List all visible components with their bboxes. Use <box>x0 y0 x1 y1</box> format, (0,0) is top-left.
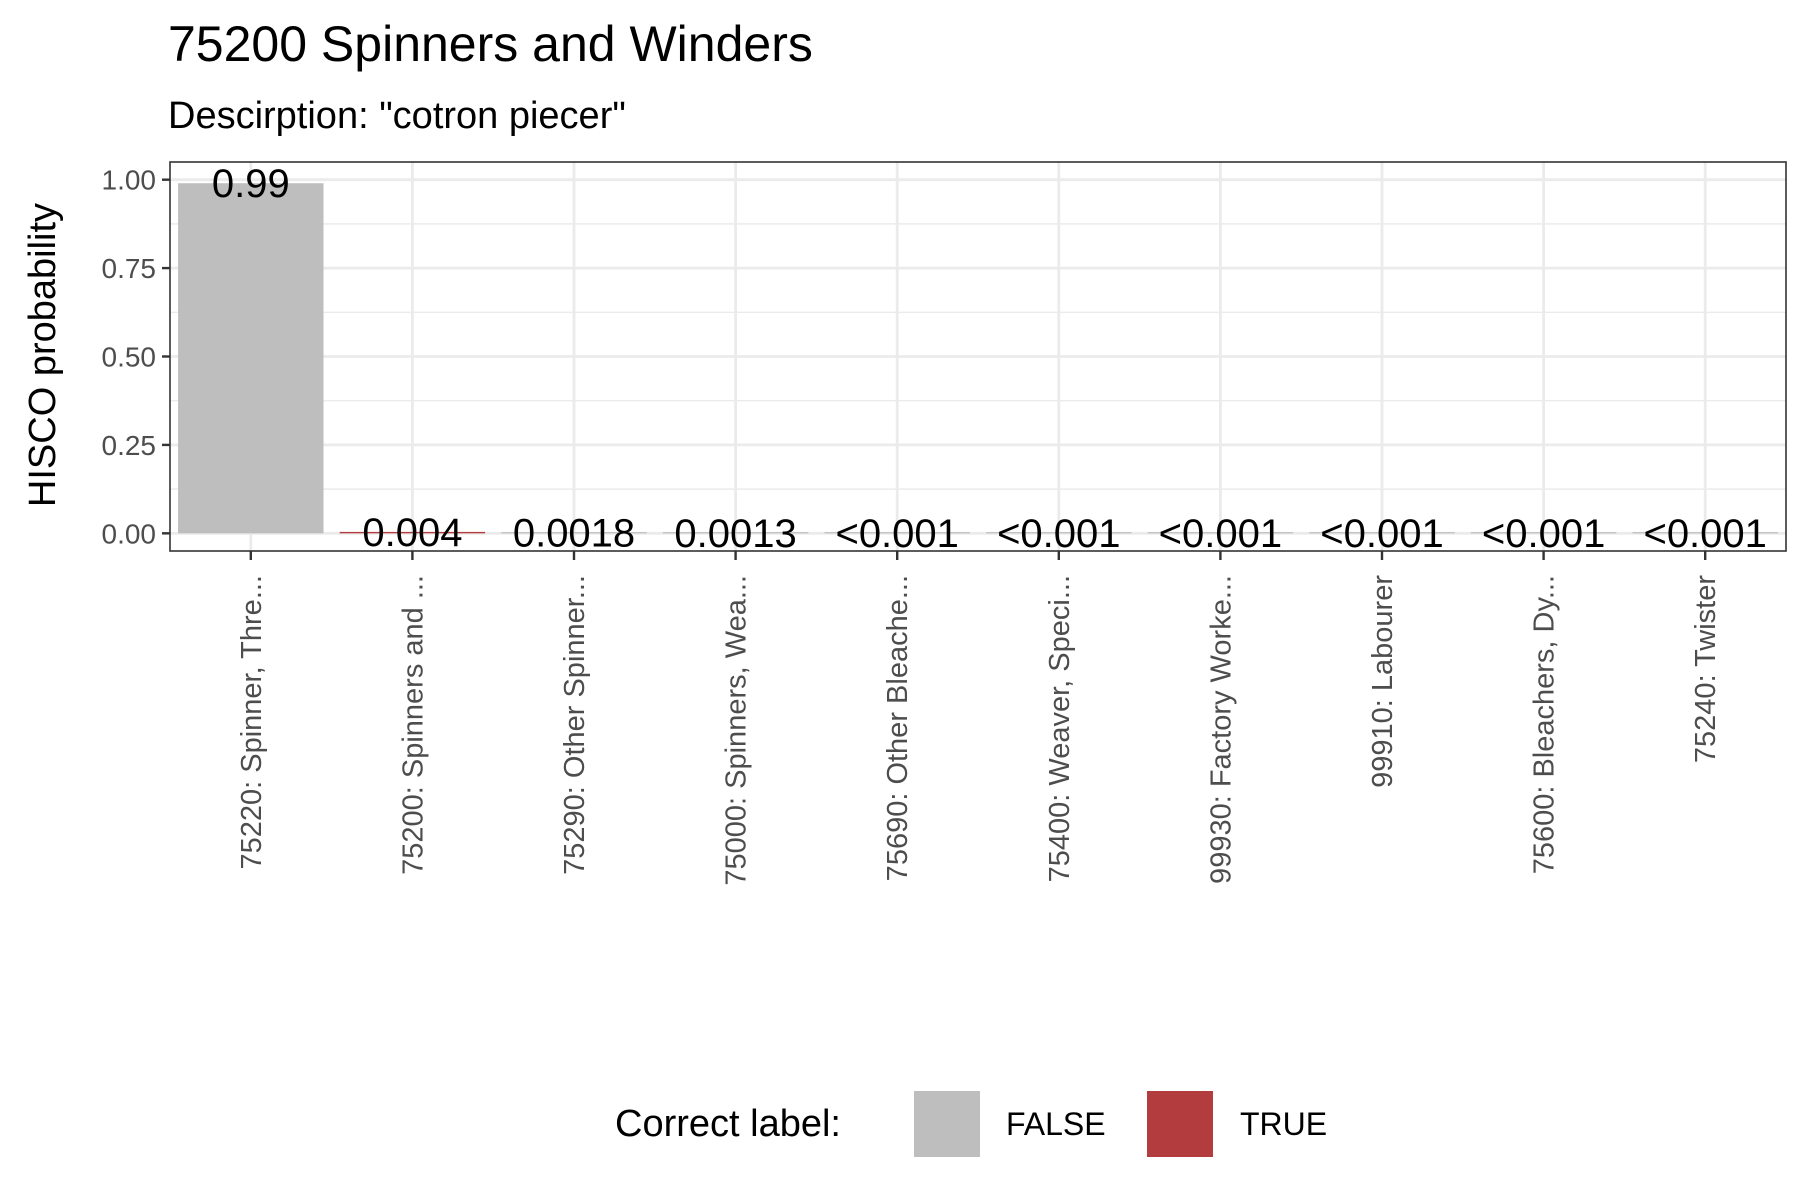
bar <box>824 532 970 534</box>
x-tick-label: 75600: Bleachers, Dy... <box>1529 575 1561 874</box>
bar <box>662 532 809 534</box>
y-tick-label: 0.00 <box>102 518 157 549</box>
y-axis-label: HISCO probability <box>22 203 64 507</box>
chart-subtitle: Descirption: "cotron piecer" <box>168 95 626 137</box>
bar <box>1632 532 1778 534</box>
data-label: <0.001 <box>835 512 958 556</box>
legend-swatch-true <box>1147 1091 1213 1157</box>
y-tick-label: 0.25 <box>102 430 157 461</box>
bars <box>178 183 1778 534</box>
bar <box>986 532 1132 534</box>
legend-label-false: FALSE <box>1006 1106 1106 1142</box>
x-tick-label: 75400: Weaver, Speci... <box>1044 575 1076 882</box>
legend-label-true: TRUE <box>1240 1106 1327 1142</box>
bar <box>1309 532 1455 534</box>
x-tick-label: 75690: Other Bleache... <box>882 575 914 881</box>
y-tick-label: 1.00 <box>102 165 157 196</box>
y-tick-label: 0.50 <box>102 342 157 373</box>
x-tick-label: 75000: Spinners, Wea... <box>721 575 753 886</box>
chart-title: 75200 Spinners and Winders <box>168 16 813 72</box>
grid <box>170 162 1786 551</box>
y-tick-label: 0.75 <box>102 253 157 284</box>
x-tick-label: 75240: Twister <box>1690 575 1722 763</box>
data-label: 0.004 <box>362 511 462 555</box>
bar <box>339 531 486 534</box>
data-label: <0.001 <box>1643 512 1766 556</box>
legend-title: Correct label: <box>615 1103 841 1145</box>
x-tick-label: 75200: Spinners and ... <box>397 575 429 875</box>
bar <box>178 183 324 534</box>
bar <box>1147 532 1294 534</box>
bar <box>501 532 647 534</box>
x-tick-label: 99930: Factory Worke... <box>1205 575 1237 884</box>
data-label: 0.0013 <box>674 512 796 556</box>
data-label: <0.001 <box>1482 512 1605 556</box>
legend: Correct label: FALSE TRUE <box>615 1091 1327 1157</box>
data-label: 0.0018 <box>513 512 635 556</box>
x-axis: 75220: Spinner, Thre... 75200: Spinners a… <box>236 551 1722 886</box>
data-label: <0.001 <box>1320 512 1443 556</box>
data-label: <0.001 <box>1159 512 1282 556</box>
data-labels: 0.99 0.004 0.0018 0.0013 <0.001 <0.001 <0.001 <… <box>212 162 1767 556</box>
bar <box>1470 532 1617 534</box>
legend-swatch-false <box>914 1091 980 1157</box>
data-label: 0.99 <box>212 162 290 206</box>
data-label: <0.001 <box>997 512 1120 556</box>
x-tick-label: 75220: Spinner, Thre... <box>236 575 268 870</box>
x-tick-label: 75290: Other Spinner... <box>559 575 591 875</box>
x-tick-label: 99910: Labourer <box>1367 575 1399 788</box>
y-axis: 0.00 0.25 0.50 0.75 1.00 <box>102 165 170 549</box>
